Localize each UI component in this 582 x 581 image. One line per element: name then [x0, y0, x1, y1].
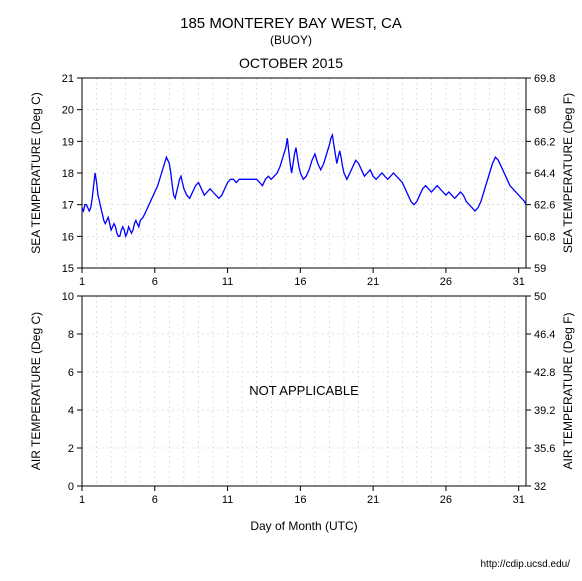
ytick-label-right: 35.6 — [534, 443, 555, 455]
ytick-label-left: 10 — [62, 291, 74, 303]
ytick-label-right: 60.8 — [534, 231, 555, 243]
ytick-label-left: 6 — [68, 367, 74, 379]
ytick-label-left: 8 — [68, 329, 74, 341]
xtick-label: 21 — [367, 276, 379, 288]
ytick-label-right: 69.8 — [534, 73, 555, 85]
ytick-label-right: 64.4 — [534, 168, 555, 180]
xtick-label: 26 — [440, 494, 452, 506]
chart-title: 185 MONTEREY BAY WEST, CA — [180, 15, 402, 32]
ytick-label-left: 2 — [68, 443, 74, 455]
ytick-label-right: 59 — [534, 263, 546, 275]
xtick-label: 16 — [294, 494, 306, 506]
xtick-label: 11 — [222, 494, 233, 506]
xtick-label: 16 — [294, 276, 306, 288]
footer-url: http://cdip.ucsd.edu/ — [480, 559, 570, 570]
ylabel-left: SEA TEMPERATURE (Deg C) — [29, 92, 43, 254]
ytick-label-left: 0 — [68, 481, 74, 493]
xtick-label: 1 — [79, 276, 85, 288]
xtick-label: 6 — [152, 494, 158, 506]
not-applicable-label: NOT APPLICABLE — [249, 383, 359, 398]
chart-canvas: 185 MONTEREY BAY WEST, CA(BUOY) OCTOBER 2… — [0, 0, 582, 581]
xtick-label: 11 — [222, 276, 233, 288]
ytick-label-left: 18 — [62, 168, 74, 180]
ytick-label-right: 32 — [534, 481, 546, 493]
ylabel-right: AIR TEMPERATURE (Deg F) — [561, 313, 575, 470]
ytick-label-right: 50 — [534, 291, 546, 303]
xtick-label: 31 — [513, 276, 525, 288]
sea-temp-line — [82, 135, 526, 236]
ytick-label-right: 39.2 — [534, 405, 555, 417]
ytick-label-right: 68 — [534, 105, 546, 117]
ytick-label-right: 62.6 — [534, 200, 555, 212]
xtick-label: 26 — [440, 276, 452, 288]
xlabel: Day of Month (UTC) — [250, 519, 357, 533]
xtick-label: 6 — [152, 276, 158, 288]
ytick-label-right: 46.4 — [534, 329, 555, 341]
ylabel-left: AIR TEMPERATURE (Deg C) — [29, 312, 43, 470]
ytick-label-left: 16 — [62, 231, 74, 243]
xtick-label: 21 — [367, 494, 379, 506]
ytick-label-left: 4 — [68, 405, 74, 417]
ytick-label-right: 66.2 — [534, 136, 555, 148]
ytick-label-left: 20 — [62, 105, 74, 117]
ylabel-right: SEA TEMPERATURE (Deg F) — [561, 93, 575, 253]
ytick-label-left: 21 — [62, 73, 74, 85]
ytick-label-left: 19 — [62, 136, 74, 148]
ytick-label-left: 15 — [62, 263, 74, 275]
chart-subtitle: (BUOY) — [270, 33, 312, 47]
xtick-label: 1 — [79, 494, 85, 506]
ytick-label-right: 42.8 — [534, 367, 555, 379]
xtick-label: 31 — [513, 494, 525, 506]
chart-period: OCTOBER 2015 — [239, 55, 343, 71]
ytick-label-left: 17 — [62, 200, 74, 212]
